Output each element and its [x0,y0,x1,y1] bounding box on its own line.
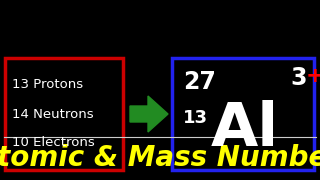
Polygon shape [130,96,168,132]
Text: 14 Neutrons: 14 Neutrons [12,107,94,120]
Bar [172,58,314,170]
Text: 3: 3 [290,66,307,90]
Text: Atomic & Mass Number: Atomic & Mass Number [0,144,320,172]
Text: 13 Protons: 13 Protons [12,78,83,91]
Text: 13: 13 [183,109,208,127]
Text: +: + [306,66,320,86]
Text: 27: 27 [183,70,216,94]
Text: Al: Al [211,100,279,159]
Text: 10 Electrons: 10 Electrons [12,136,95,150]
Bar [5,58,123,170]
